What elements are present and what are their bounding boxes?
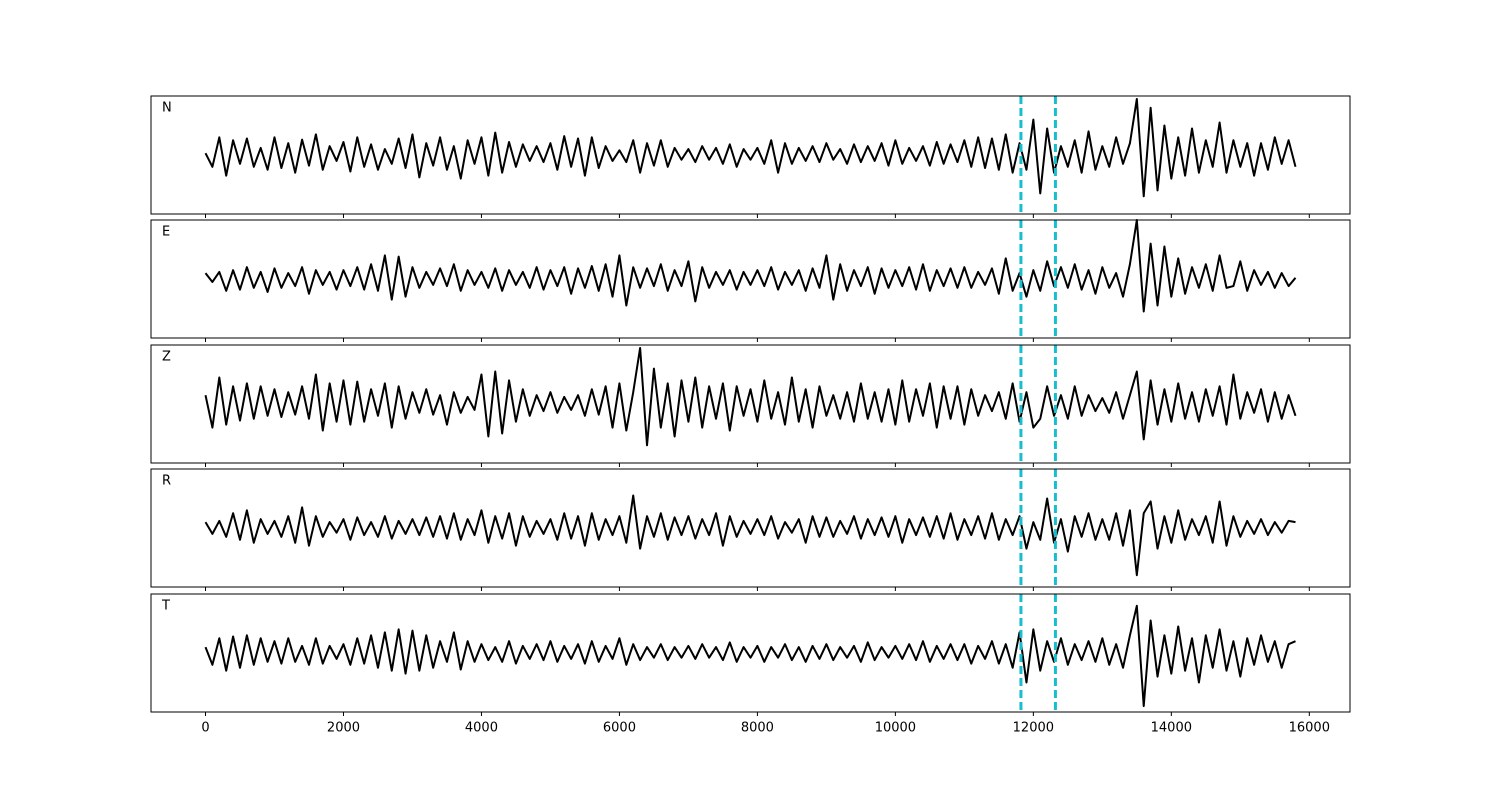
panel-frame (150, 468, 1351, 588)
panel-frame (150, 593, 1351, 713)
panel-label: T (161, 599, 170, 614)
x-tick-label: 6000 (603, 721, 636, 736)
trace (204, 604, 1296, 708)
trace (204, 219, 1297, 313)
panel-frame (150, 344, 1351, 464)
panel-label: R (162, 474, 171, 489)
x-tick-label: 16000 (1289, 721, 1330, 736)
panel-label: E (162, 225, 170, 240)
trace (204, 494, 1296, 577)
x-tick-label: 12000 (1013, 721, 1054, 736)
panel-label: Z (162, 350, 171, 365)
x-tick-label: 10000 (875, 721, 916, 736)
x-tick-label: 8000 (741, 721, 774, 736)
x-tick-label: 4000 (465, 721, 498, 736)
trace (204, 346, 1297, 447)
x-tick-label: 0 (201, 721, 209, 736)
x-tick-label: 2000 (327, 721, 360, 736)
trace (204, 97, 1297, 198)
panel-frame (150, 95, 1351, 215)
x-tick-label: 14000 (1151, 721, 1192, 736)
panel-frame (150, 219, 1351, 339)
panel-label: N (162, 101, 172, 116)
